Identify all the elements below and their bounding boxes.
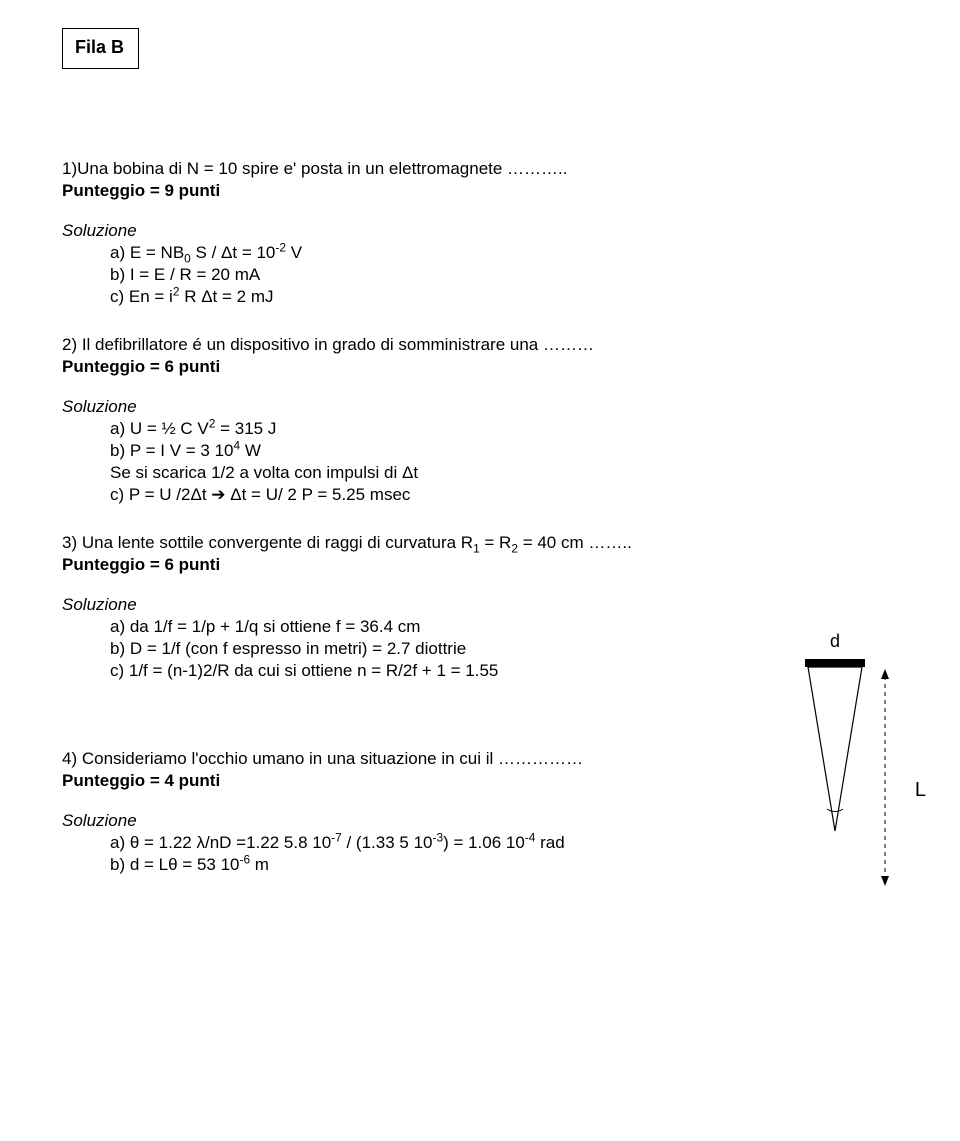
p1-a: a) E = NB0 S / Δt = 10-2 V	[110, 243, 898, 263]
arrowhead-down-icon	[881, 876, 889, 886]
p1-solution-label: Soluzione	[62, 221, 898, 241]
p2-intro: 2) Il defibrillatore é un dispositivo in…	[62, 335, 898, 355]
problem-2: 2) Il defibrillatore é un dispositivo in…	[62, 335, 898, 505]
p2-c2: c) P = U /2Δt ➔ Δt = U/ 2 P = 5.25 msec	[110, 485, 898, 505]
p3-solution-label: Soluzione	[62, 595, 898, 615]
p1-intro: 1)Una bobina di N = 10 spire e' posta in…	[62, 159, 898, 179]
d-bar-icon	[805, 659, 865, 667]
diagram-l-label: L	[915, 779, 926, 802]
eye-diagram: d L	[720, 631, 920, 891]
p2-score: Punteggio = 6 punti	[62, 357, 898, 377]
p1-b: b) I = E / R = 20 mA	[110, 265, 898, 285]
p2-a: a) U = ½ C V2 = 315 J	[110, 419, 898, 439]
p3-intro: 3) Una lente sottile convergente di ragg…	[62, 533, 898, 553]
diagram-d-label: d	[830, 631, 840, 652]
p2-b: b) P = I V = 3 104 W	[110, 441, 898, 461]
eye-cone-svg	[720, 631, 920, 891]
p1-score: Punteggio = 9 punti	[62, 181, 898, 201]
problem-1: 1)Una bobina di N = 10 spire e' posta in…	[62, 159, 898, 307]
p3-score: Punteggio = 6 punti	[62, 555, 898, 575]
fila-header: Fila B	[62, 28, 139, 69]
p2-solution-label: Soluzione	[62, 397, 898, 417]
p2-cline: Se si scarica 1/2 a volta con impulsi di…	[110, 463, 898, 483]
arrowhead-up-icon	[881, 669, 889, 679]
cone-icon	[808, 667, 862, 831]
p1-c: c) En = i2 R Δt = 2 mJ	[110, 287, 898, 307]
